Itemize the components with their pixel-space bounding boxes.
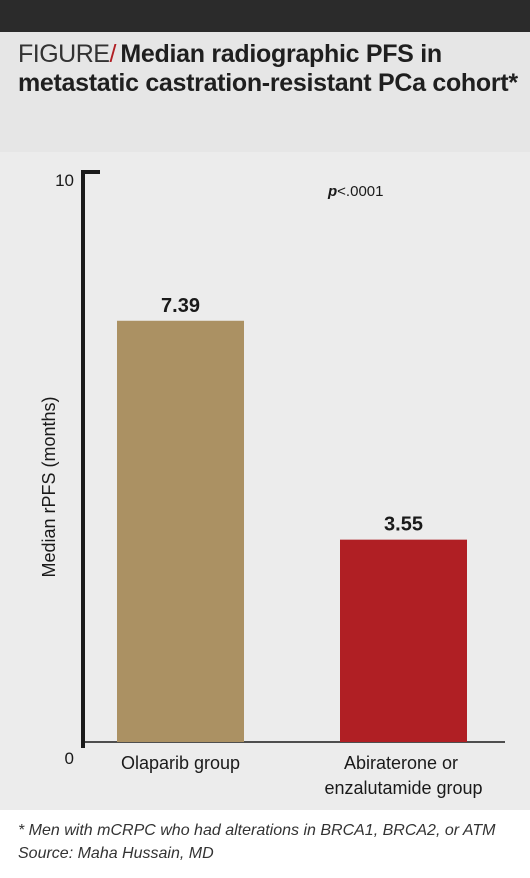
figure-header: FIGURE/Median radiographic PFS in metast… bbox=[18, 40, 518, 98]
footnote-line-1: * Men with mCRPC who had alterations in … bbox=[18, 822, 496, 839]
figure-slash: / bbox=[109, 40, 117, 68]
p-value-annotation: p<.0001 bbox=[327, 183, 383, 200]
category-label-abiraterone-line-2: enzalutamide group bbox=[324, 778, 482, 798]
figure-prefix: FIGURE bbox=[18, 40, 110, 68]
footnote-source: Source: Maha Hussain, MD bbox=[18, 845, 214, 862]
figure-title: Median radiographic PFS in metastatic ca… bbox=[18, 40, 518, 97]
value-label-abiraterone-enzalutamide: 3.55 bbox=[384, 514, 423, 536]
p-value-suffix: <.0001 bbox=[337, 183, 383, 200]
category-label-abiraterone-enzalutamide: Abiraterone or enzalutamide group bbox=[324, 753, 482, 798]
bar-chart: 10 0 Median rPFS (months) p<.0001 7.39 3… bbox=[39, 170, 505, 798]
y-tick-label-max: 10 bbox=[55, 171, 74, 190]
y-axis-title: Median rPFS (months) bbox=[39, 396, 59, 577]
bar-olaparib bbox=[117, 320, 244, 742]
bar-abiraterone-enzalutamide bbox=[340, 539, 467, 742]
y-tick-label-min: 0 bbox=[65, 749, 74, 768]
y-axis-line bbox=[81, 170, 100, 748]
category-label-olaparib-line-1: Olaparib group bbox=[121, 753, 240, 773]
value-label-olaparib: 7.39 bbox=[161, 295, 200, 317]
chart-panel: 10 0 Median rPFS (months) p<.0001 7.39 3… bbox=[0, 152, 530, 810]
top-bar bbox=[0, 0, 530, 32]
category-label-abiraterone-line-1: Abiraterone or bbox=[344, 753, 458, 773]
p-value-prefix: p bbox=[327, 183, 337, 200]
footnote: * Men with mCRPC who had alterations in … bbox=[0, 810, 530, 878]
category-label-olaparib: Olaparib group bbox=[121, 753, 240, 773]
